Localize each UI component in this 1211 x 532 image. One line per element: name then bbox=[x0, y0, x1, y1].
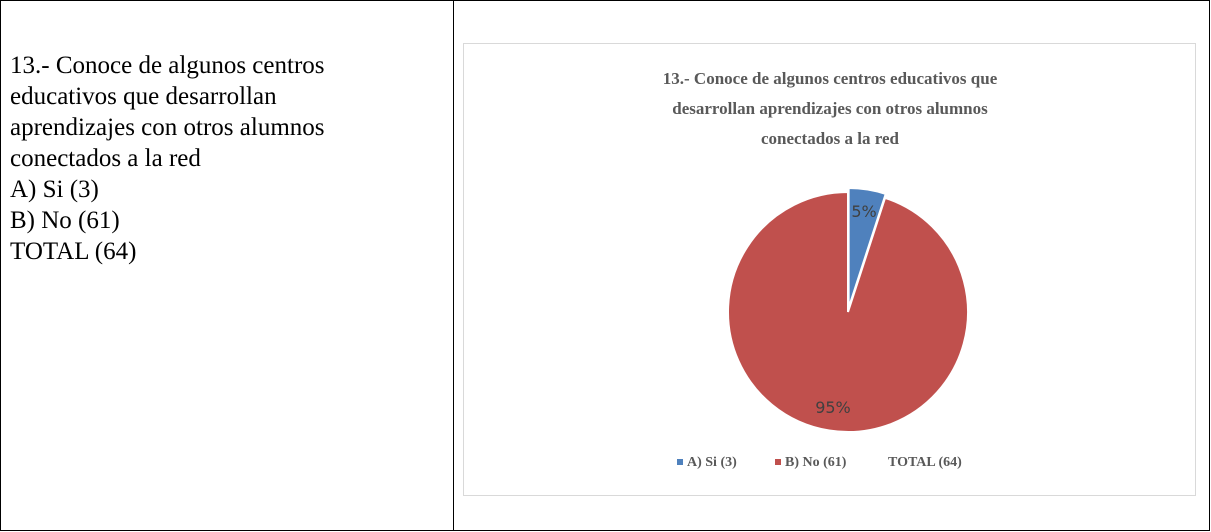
cell-text: educativos que desarrollan bbox=[10, 83, 277, 110]
cell-text: 13.- Conoce de algunos centros bbox=[10, 52, 325, 79]
legend-label: TOTAL (64) bbox=[888, 455, 962, 470]
legend-label: B) No (61) bbox=[785, 455, 847, 470]
cell-text: conectados a la red bbox=[10, 145, 201, 172]
data-label: 95% bbox=[815, 398, 851, 417]
legend-marker bbox=[775, 459, 781, 465]
cell-text: B) No (61) bbox=[10, 207, 120, 234]
cell-text: A) Si (3) bbox=[10, 176, 99, 203]
legend-marker bbox=[677, 459, 683, 465]
pie-slice bbox=[847, 187, 887, 309]
chart-title: conectados a la red bbox=[761, 129, 900, 148]
chart-title: desarrollan aprendizajes con otros alumn… bbox=[672, 99, 988, 118]
data-label: 5% bbox=[851, 202, 876, 221]
cell-text: TOTAL (64) bbox=[10, 238, 136, 265]
cell-text: aprendizajes con otros alumnos bbox=[10, 114, 325, 141]
pie-slice bbox=[727, 190, 969, 433]
chart-title: 13.- Conoce de algunos centros educativo… bbox=[663, 69, 998, 88]
legend-label: A) Si (3) bbox=[687, 455, 737, 470]
